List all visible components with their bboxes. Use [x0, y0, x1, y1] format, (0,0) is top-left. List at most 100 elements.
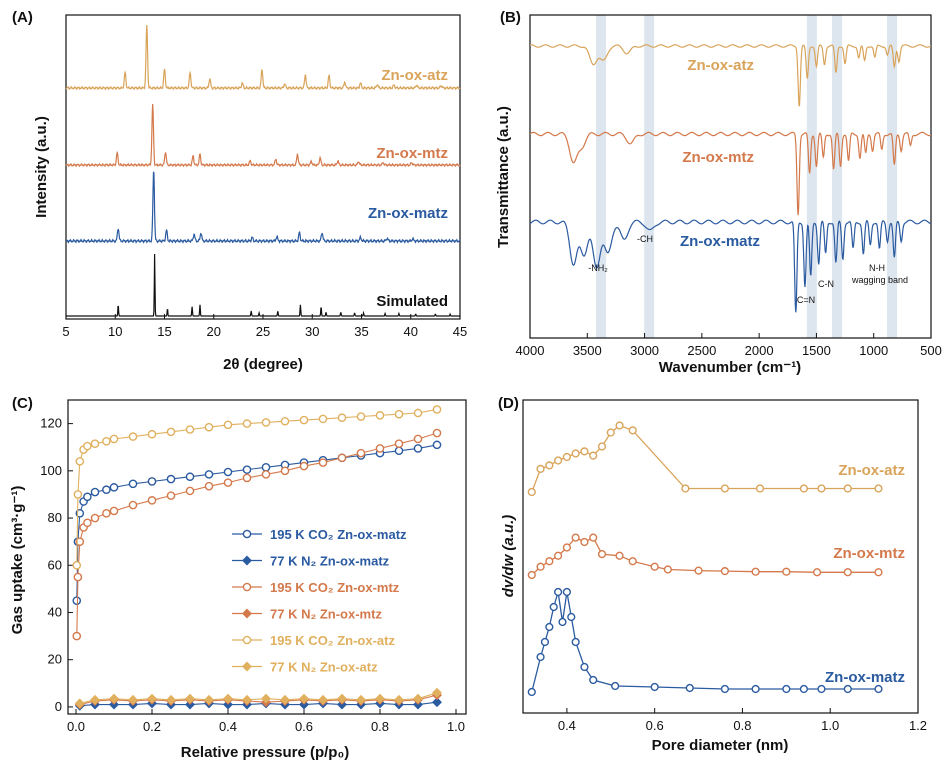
data-point-diamond	[261, 693, 271, 704]
panel-c-x-tick-label: 1.0	[447, 719, 465, 734]
data-point-circle	[166, 474, 176, 484]
data-point-circle	[413, 408, 423, 418]
xrd-line-zn-ox-atz	[65, 24, 461, 91]
data-point-circle	[571, 637, 580, 647]
panel-c-y-tick-label: 100	[40, 463, 62, 478]
data-point-circle	[413, 434, 423, 444]
data-point-circle	[83, 441, 92, 451]
panel-b: (B) 4000 3500 3000 2500 2000 1500 1000 500 Wave…	[495, 9, 942, 376]
panel-a-series	[65, 24, 461, 317]
data-point-circle	[147, 477, 157, 486]
panel-d-label-matz: Zn-ox-matz	[825, 669, 905, 686]
data-point-circle	[337, 453, 347, 463]
panel-c-y-label: Gas uptake (cm³·g⁻¹)	[9, 486, 26, 635]
panel-b-label: (B)	[500, 9, 521, 26]
data-point-circle	[720, 567, 729, 576]
data-point-circle	[589, 533, 598, 542]
data-point-circle	[554, 456, 563, 465]
panel-c-x-tick-label: 0.4	[219, 719, 237, 734]
panel-d-y-label: dv/dw (a.u.)	[500, 515, 517, 598]
panel-c-x-tick-label: 0.0	[67, 719, 85, 734]
data-point-circle	[628, 426, 637, 435]
data-point-circle	[606, 428, 615, 437]
data-point-circle	[843, 484, 852, 493]
panel-a-x-tick-label: 25	[256, 324, 270, 339]
data-point-circle	[185, 472, 195, 482]
data-point-circle	[185, 486, 195, 496]
data-point-circle	[589, 451, 598, 460]
panel-c: (C) 0.0 0.2 0.4 0.6 0.8 1.0 0 20 40 60 80 100 120 1…	[9, 395, 467, 761]
data-point-circle	[874, 484, 883, 493]
highlight-band	[887, 15, 898, 338]
data-point-circle	[782, 684, 791, 694]
data-point-circle	[242, 635, 252, 645]
data-point-circle	[242, 419, 252, 428]
data-point-circle	[580, 447, 589, 456]
data-point-diamond	[242, 694, 252, 705]
panel-b-label-atz: Zn-ox-atz	[687, 57, 754, 74]
data-point-circle	[615, 551, 624, 560]
data-point-circle	[75, 457, 85, 466]
panel-a-label-atz: Zn-ox-atz	[381, 67, 448, 84]
data-point-circle	[597, 549, 607, 559]
data-point-circle	[755, 484, 765, 493]
data-point-circle	[554, 587, 563, 597]
panel-d-x-tick-label: 1.0	[821, 718, 839, 733]
data-point-circle	[280, 416, 290, 426]
isotherm-line	[76, 444, 438, 601]
panel-b-x-label: Wavenumber (cm⁻¹)	[659, 359, 801, 376]
data-point-circle	[571, 533, 580, 542]
xrd-line-zn-ox-mtz	[65, 103, 461, 168]
data-point-circle	[751, 684, 760, 694]
data-point-circle	[204, 481, 214, 491]
ftir-line-zn-ox-mtz	[529, 131, 932, 216]
data-point-diamond	[242, 661, 252, 672]
panel-a-x-tick-label: 10	[108, 324, 122, 339]
data-point-diamond	[299, 693, 309, 704]
panel-b-series	[529, 44, 932, 313]
panel-b-x-tick-label: 3500	[573, 343, 602, 358]
data-point-circle	[812, 568, 822, 577]
legend-label: 195 K CO₂ Zn-ox-mtz	[270, 580, 400, 595]
data-point-circle	[128, 500, 138, 510]
data-point-circle	[242, 529, 252, 539]
data-point-circle	[204, 422, 214, 432]
panel-a-label-mtz: Zn-ox-mtz	[376, 145, 448, 162]
data-point-circle	[545, 622, 554, 632]
panel-b-highlight-bands	[596, 15, 898, 338]
data-point-circle	[223, 467, 233, 477]
data-point-circle	[318, 414, 328, 424]
data-point-circle	[615, 421, 624, 430]
panel-a-frame	[65, 14, 461, 320]
highlight-band	[596, 15, 607, 338]
data-point-diamond	[242, 555, 252, 566]
data-point-circle	[589, 675, 598, 685]
data-point-circle	[109, 434, 119, 444]
data-point-circle	[562, 543, 571, 552]
xrd-line-zn-ox-matz	[65, 171, 461, 244]
data-point-circle	[843, 568, 852, 577]
data-point-circle	[73, 572, 83, 582]
data-point-circle	[280, 466, 290, 476]
data-point-circle	[597, 442, 607, 451]
data-point-circle	[817, 684, 826, 694]
data-point-diamond	[147, 693, 157, 704]
data-point-circle	[432, 405, 442, 414]
psd-zn-ox-atz	[527, 421, 883, 497]
data-point-circle	[90, 487, 100, 497]
panel-c-series	[72, 405, 442, 711]
panel-c-frame	[67, 399, 467, 715]
data-point-circle	[536, 562, 545, 571]
data-point-circle	[299, 461, 309, 471]
data-point-circle	[242, 465, 252, 474]
legend-label: 77 K N₂ Zn-ox-atz	[270, 660, 378, 675]
panel-b-x-tick-label: 3000	[630, 343, 659, 358]
data-point-diamond	[166, 694, 176, 705]
data-point-circle	[549, 602, 558, 612]
panel-c-x-tick-label: 0.8	[371, 719, 389, 734]
panel-c-y-tick-label: 60	[48, 557, 62, 572]
data-point-circle	[72, 631, 82, 641]
highlight-band	[832, 15, 843, 338]
data-point-circle	[720, 484, 729, 493]
